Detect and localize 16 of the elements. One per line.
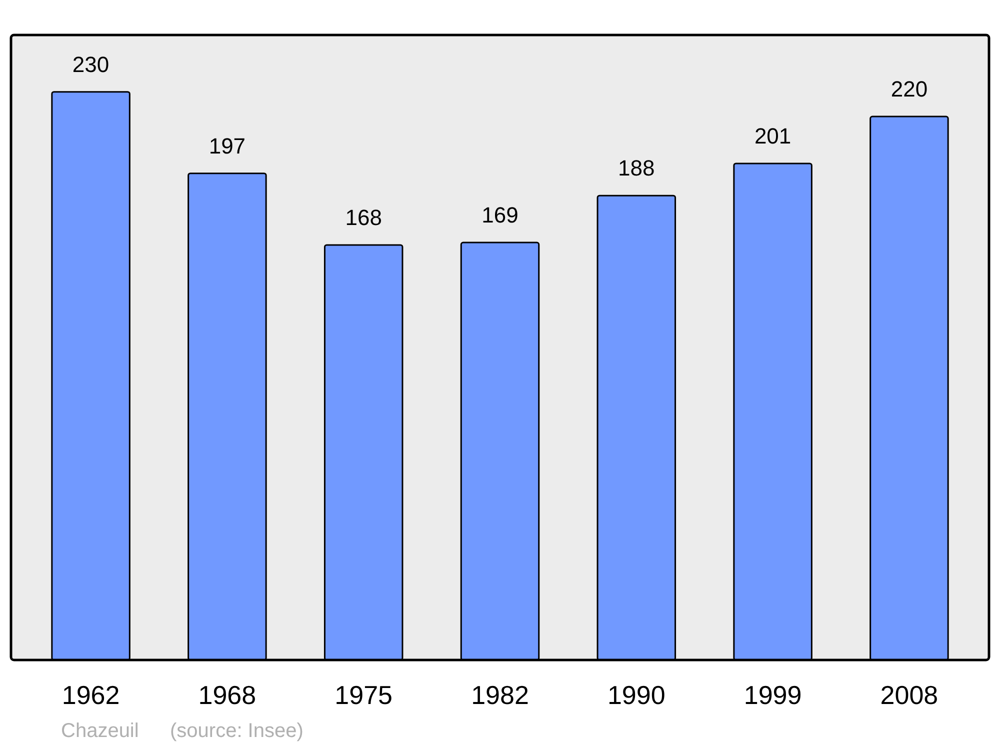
x-tick-label: 1968 bbox=[198, 680, 256, 710]
x-tick-label: 1982 bbox=[471, 680, 529, 710]
data-label: 169 bbox=[482, 202, 518, 228]
data-label: 197 bbox=[208, 133, 246, 158]
data-label: 188 bbox=[618, 156, 655, 181]
x-tick-label: 1975 bbox=[334, 680, 393, 710]
x-tick-label: 1962 bbox=[62, 680, 120, 710]
data-label: 230 bbox=[72, 52, 110, 77]
x-tick-label: 2008 bbox=[880, 680, 938, 710]
text: (source: Insee) bbox=[170, 720, 304, 742]
text: Chazeuil bbox=[61, 720, 139, 742]
x-tick-label: 1999 bbox=[744, 680, 802, 710]
data-label: 168 bbox=[345, 204, 382, 230]
data-label: 220 bbox=[890, 76, 928, 102]
x-tick-label: 1990 bbox=[607, 680, 666, 710]
data-label: 201 bbox=[754, 123, 792, 148]
